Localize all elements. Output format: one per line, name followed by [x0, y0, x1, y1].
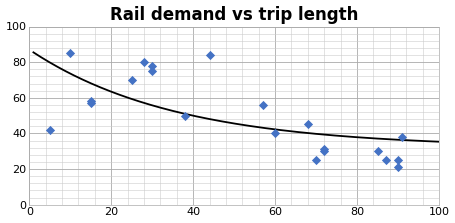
Point: [46, 128, 53, 132]
Point: [382, 158, 389, 162]
Point: [321, 148, 328, 151]
Point: [66, 52, 74, 55]
Point: [394, 158, 402, 162]
Point: [128, 78, 136, 82]
Point: [321, 149, 328, 153]
Point: [313, 158, 320, 162]
Point: [149, 69, 156, 73]
Point: [394, 165, 402, 169]
Point: [149, 64, 156, 68]
Point: [206, 53, 213, 57]
Point: [87, 101, 95, 105]
Point: [87, 99, 95, 103]
Point: [399, 135, 406, 139]
Point: [272, 132, 279, 135]
Point: [259, 103, 267, 107]
Point: [374, 149, 381, 153]
Point: [182, 114, 189, 117]
Title: Rail demand vs trip length: Rail demand vs trip length: [110, 6, 359, 24]
Point: [304, 123, 312, 126]
Point: [141, 60, 148, 64]
